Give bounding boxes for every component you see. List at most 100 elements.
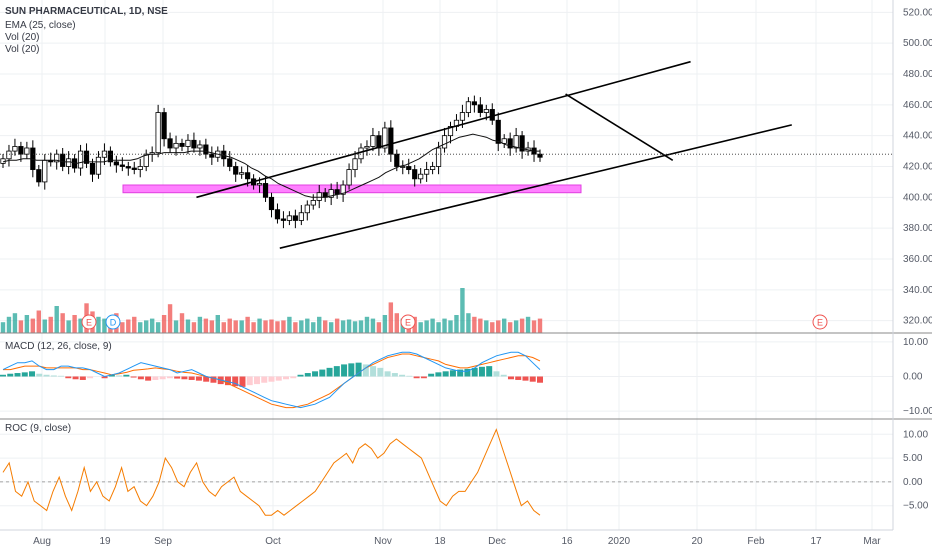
macd-tick-label: 0.00 (903, 372, 923, 383)
macd-histogram-bar (21, 372, 28, 377)
volume-bar (418, 322, 423, 333)
macd-histogram-bar (391, 373, 398, 377)
x-tick-label: Oct (265, 536, 281, 547)
earnings-marker-label: E (817, 318, 823, 328)
earnings-marker-circle (400, 314, 416, 330)
x-tick-label: 20 (691, 536, 703, 547)
volume-bar (388, 302, 394, 333)
volume-bar (430, 318, 435, 333)
candle-down (495, 119, 501, 144)
macd-histogram-bar (181, 376, 188, 380)
volume-bar (311, 322, 316, 333)
macd-histogram-bar (58, 375, 65, 377)
volume-bar (191, 322, 197, 333)
macd-histogram-bar (341, 364, 348, 377)
volume-bar (132, 316, 137, 333)
macd-histogram-bar (413, 376, 420, 379)
macd-histogram-bar (370, 366, 377, 377)
macd-histogram-bar (275, 376, 282, 381)
volume-bar (155, 322, 161, 333)
candle-up (173, 142, 179, 149)
volume-bar (537, 318, 543, 333)
macd-histogram-bar (130, 376, 137, 378)
macd-histogram-bar (36, 373, 43, 377)
earnings-marker[interactable]: E (81, 314, 97, 330)
macd-histogram-bar (261, 376, 268, 383)
volume-bar (323, 320, 328, 333)
volume-bar (138, 322, 143, 333)
macd-histogram-bar (537, 376, 543, 383)
ema-legend: EMA (25, close) (5, 20, 76, 31)
volume-bar (263, 320, 268, 333)
candle-up (400, 166, 406, 168)
price-tick-label: 520.00 (903, 7, 932, 18)
roc-tick-label: 5.00 (903, 453, 923, 464)
candle-down (167, 138, 173, 149)
macd-histogram-bar (290, 376, 297, 379)
macd-histogram-bar (333, 366, 340, 377)
volume-bar (251, 322, 256, 333)
volume-bar (197, 316, 203, 333)
candle-down (18, 146, 24, 155)
macd-histogram-bar (399, 374, 406, 377)
trendline (196, 60, 691, 199)
candle-up (465, 101, 472, 113)
volume-bar (299, 320, 304, 333)
macd-histogram-bar (283, 376, 290, 380)
macd-histogram-bar (507, 376, 514, 380)
macd-histogram-bar (253, 376, 260, 385)
x-tick-label: 18 (434, 536, 446, 547)
symbol-title: SUN PHARMACEUTICAL, 1D, NSE (5, 6, 168, 17)
volume-bar (519, 318, 525, 333)
candle-up (459, 112, 466, 121)
volume-bar (472, 316, 477, 333)
volume-bar (525, 316, 531, 333)
macd-histogram-bar (420, 376, 427, 379)
volume-bar (209, 320, 215, 333)
macd-histogram-bar (108, 374, 115, 377)
volume-bar (48, 316, 53, 333)
macd-histogram-bar (166, 376, 173, 379)
trendline (279, 124, 792, 249)
volume-bar (478, 318, 483, 333)
macd-histogram-bar (304, 373, 311, 377)
volume-bar (442, 318, 447, 333)
candle-up (328, 189, 334, 198)
volume-bar (346, 319, 352, 333)
volume-bar (227, 318, 232, 333)
earnings-marker[interactable]: D (105, 314, 121, 330)
candle-down (191, 139, 197, 149)
volume-bar (6, 316, 12, 333)
volume-bar (185, 319, 191, 333)
earnings-marker[interactable]: E (812, 314, 828, 330)
volume-bar (370, 318, 376, 333)
price-tick-label: 420.00 (903, 162, 932, 173)
candle-down (113, 161, 119, 166)
support-zone (122, 184, 582, 194)
candle-down (274, 209, 281, 220)
macd-histogram-bar (123, 374, 130, 377)
candle-up (346, 169, 352, 186)
x-tick-label: Feb (747, 536, 765, 547)
candle-down (89, 163, 96, 175)
volume-bar (376, 322, 382, 333)
earnings-marker[interactable]: E (400, 314, 416, 330)
candle-up (352, 158, 358, 170)
macd-histogram-bar (65, 376, 72, 379)
macd-histogram-bar (529, 376, 536, 382)
candle-down (203, 144, 209, 155)
candle-up (298, 212, 304, 221)
volume-bar (293, 322, 298, 333)
x-tick-label: Mar (863, 536, 881, 547)
candle-down (507, 138, 513, 149)
candle-down (268, 196, 275, 211)
x-tick-label: 2020 (608, 536, 631, 547)
price-tick-label: 500.00 (903, 38, 932, 49)
roc-pane (0, 428, 893, 516)
candle-down (125, 166, 131, 169)
vol-legend-1: Vol (20) (5, 32, 40, 43)
x-tick-label: Dec (488, 536, 506, 547)
volume-bar (102, 318, 107, 333)
